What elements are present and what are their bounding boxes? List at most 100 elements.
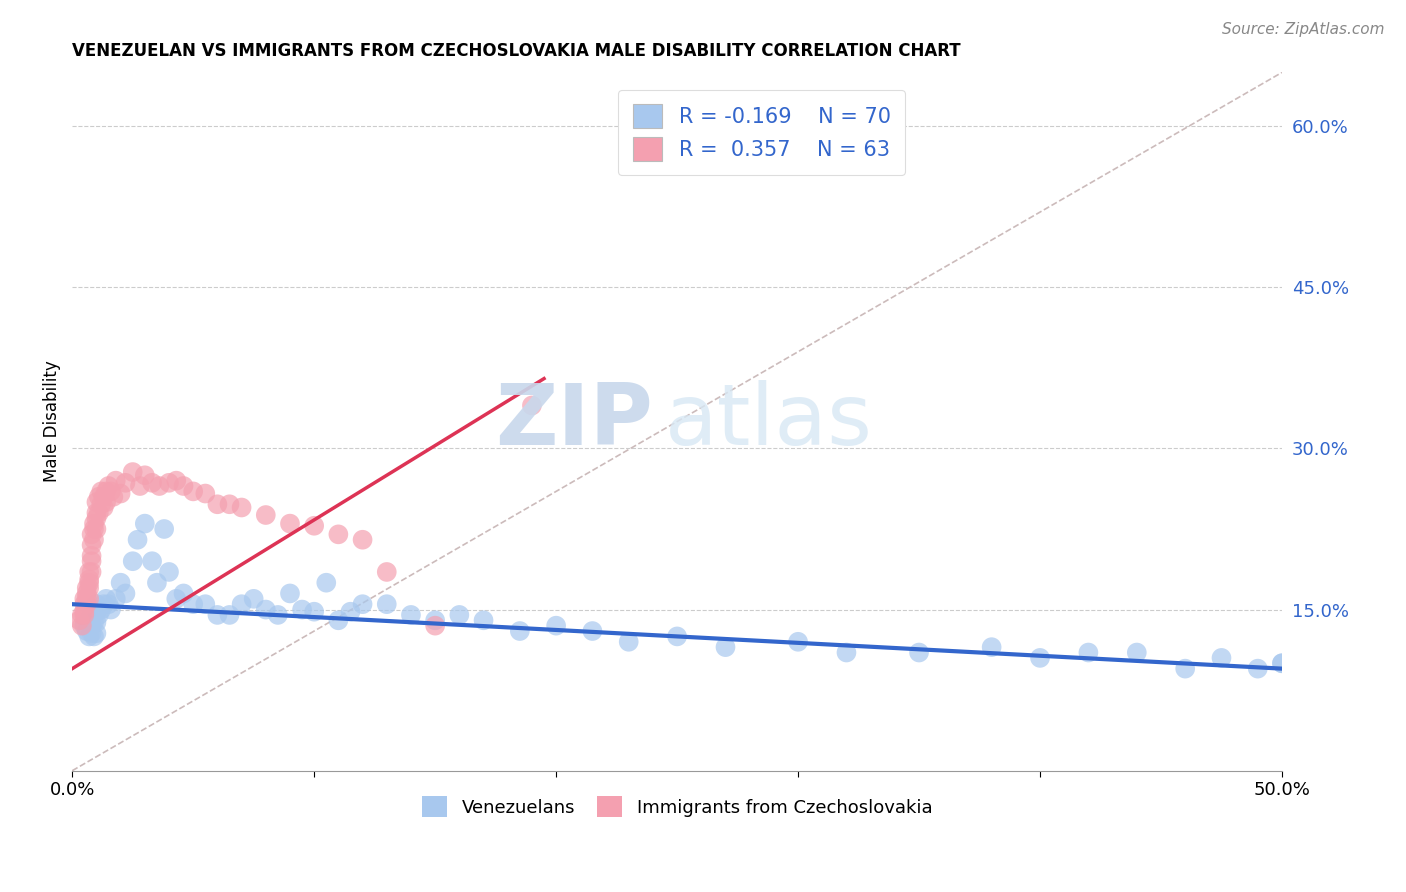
Point bbox=[520, 399, 543, 413]
Text: atlas: atlas bbox=[665, 380, 873, 463]
Point bbox=[80, 549, 103, 563]
Point bbox=[291, 602, 314, 616]
Point bbox=[86, 506, 108, 520]
Point bbox=[83, 629, 105, 643]
Point bbox=[93, 597, 115, 611]
Point bbox=[80, 554, 103, 568]
Point bbox=[103, 490, 125, 504]
Point bbox=[352, 533, 374, 547]
Point bbox=[86, 615, 108, 630]
Point bbox=[231, 597, 253, 611]
Point bbox=[86, 511, 108, 525]
Point bbox=[90, 497, 112, 511]
Point bbox=[94, 484, 117, 499]
Point bbox=[1271, 657, 1294, 671]
Point bbox=[77, 573, 100, 587]
Point bbox=[509, 624, 531, 638]
Point bbox=[218, 607, 240, 622]
Point bbox=[423, 613, 446, 627]
Point bbox=[86, 605, 108, 619]
Text: Source: ZipAtlas.com: Source: ZipAtlas.com bbox=[1222, 22, 1385, 37]
Point bbox=[194, 486, 217, 500]
Point bbox=[173, 586, 195, 600]
Point bbox=[423, 618, 446, 632]
Point bbox=[83, 533, 105, 547]
Point bbox=[278, 516, 301, 531]
Point bbox=[121, 554, 143, 568]
Point bbox=[83, 516, 105, 531]
Point bbox=[127, 533, 149, 547]
Point bbox=[76, 624, 98, 638]
Point bbox=[1029, 651, 1052, 665]
Point bbox=[73, 605, 96, 619]
Point bbox=[77, 581, 100, 595]
Point bbox=[87, 607, 110, 622]
Point bbox=[76, 597, 98, 611]
Point bbox=[94, 495, 117, 509]
Point bbox=[83, 522, 105, 536]
Point bbox=[129, 479, 152, 493]
Point bbox=[73, 607, 96, 622]
Point bbox=[134, 516, 156, 531]
Point bbox=[207, 607, 229, 622]
Point bbox=[83, 602, 105, 616]
Point bbox=[94, 591, 117, 606]
Point bbox=[100, 484, 122, 499]
Point bbox=[77, 613, 100, 627]
Point bbox=[181, 597, 204, 611]
Point bbox=[69, 613, 91, 627]
Point bbox=[83, 615, 105, 630]
Point bbox=[87, 506, 110, 520]
Point bbox=[90, 484, 112, 499]
Point bbox=[157, 475, 180, 490]
Point bbox=[86, 626, 108, 640]
Point bbox=[104, 591, 127, 606]
Point bbox=[87, 490, 110, 504]
Point bbox=[73, 591, 96, 606]
Point bbox=[148, 479, 170, 493]
Point bbox=[77, 575, 100, 590]
Point bbox=[76, 581, 98, 595]
Point bbox=[76, 591, 98, 606]
Point bbox=[375, 597, 398, 611]
Point bbox=[77, 629, 100, 643]
Point bbox=[328, 613, 350, 627]
Point bbox=[114, 586, 136, 600]
Point bbox=[90, 602, 112, 616]
Point bbox=[399, 607, 422, 622]
Point bbox=[218, 497, 240, 511]
Point bbox=[141, 554, 163, 568]
Point bbox=[80, 538, 103, 552]
Point bbox=[254, 602, 277, 616]
Point bbox=[80, 565, 103, 579]
Point bbox=[80, 626, 103, 640]
Point bbox=[86, 495, 108, 509]
Point bbox=[141, 475, 163, 490]
Point bbox=[472, 613, 495, 627]
Point bbox=[100, 602, 122, 616]
Point bbox=[173, 479, 195, 493]
Point bbox=[1247, 662, 1270, 676]
Point bbox=[339, 605, 361, 619]
Point bbox=[1271, 657, 1294, 671]
Point bbox=[110, 575, 132, 590]
Point bbox=[70, 618, 93, 632]
Point bbox=[104, 474, 127, 488]
Point bbox=[302, 518, 325, 533]
Point bbox=[114, 475, 136, 490]
Point bbox=[787, 634, 810, 648]
Point bbox=[581, 624, 603, 638]
Point bbox=[1126, 646, 1149, 660]
Point bbox=[714, 640, 737, 655]
Point bbox=[242, 591, 264, 606]
Point bbox=[110, 486, 132, 500]
Text: ZIP: ZIP bbox=[495, 380, 652, 463]
Point bbox=[352, 597, 374, 611]
Point bbox=[267, 607, 290, 622]
Point bbox=[315, 575, 337, 590]
Point bbox=[1077, 646, 1099, 660]
Point bbox=[70, 607, 93, 622]
Point bbox=[80, 618, 103, 632]
Point bbox=[302, 605, 325, 619]
Point bbox=[254, 508, 277, 522]
